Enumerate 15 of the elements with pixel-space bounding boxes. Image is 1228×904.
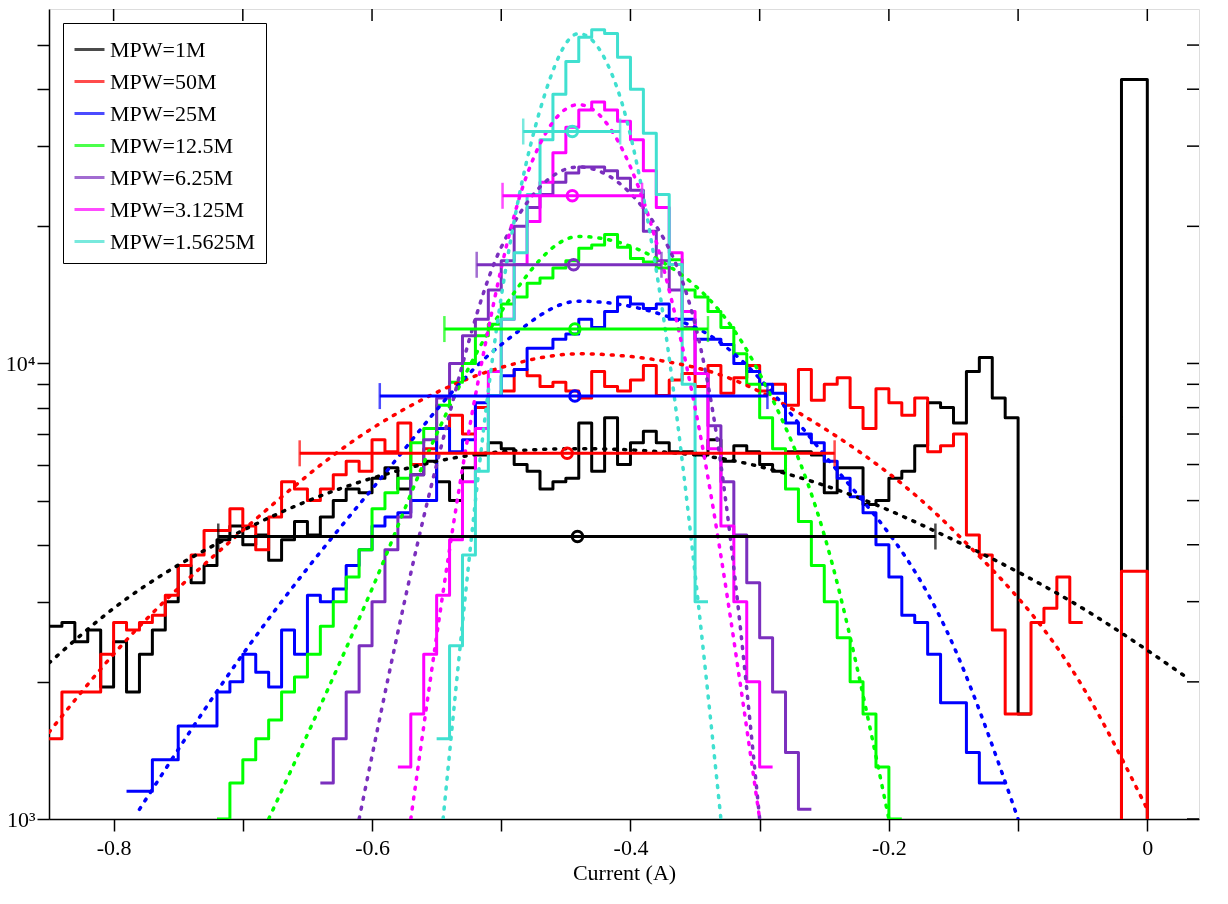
legend-label: MPW=6.25M [110,164,234,190]
x-tick-label: 0 [1142,834,1154,860]
x-tick-label: -0.4 [613,834,649,860]
legend-label: MPW=25M [110,100,217,126]
x-tick-label: -0.2 [871,834,907,860]
legend-label: MPW=1M [110,36,206,62]
legend-label: MPW=12.5M [110,132,234,158]
legend-label: MPW=50M [110,68,217,94]
legend-label: MPW=3.125M [110,196,245,222]
x-axis-title: Current (A) [572,859,677,885]
legend-label: MPW=1.5625M [110,228,256,254]
y-tick-label: 10³ [6,806,36,832]
y-tick-label: 10⁴ [5,350,36,376]
x-tick-label: -0.8 [96,834,132,860]
x-tick-label: -0.6 [355,834,390,860]
